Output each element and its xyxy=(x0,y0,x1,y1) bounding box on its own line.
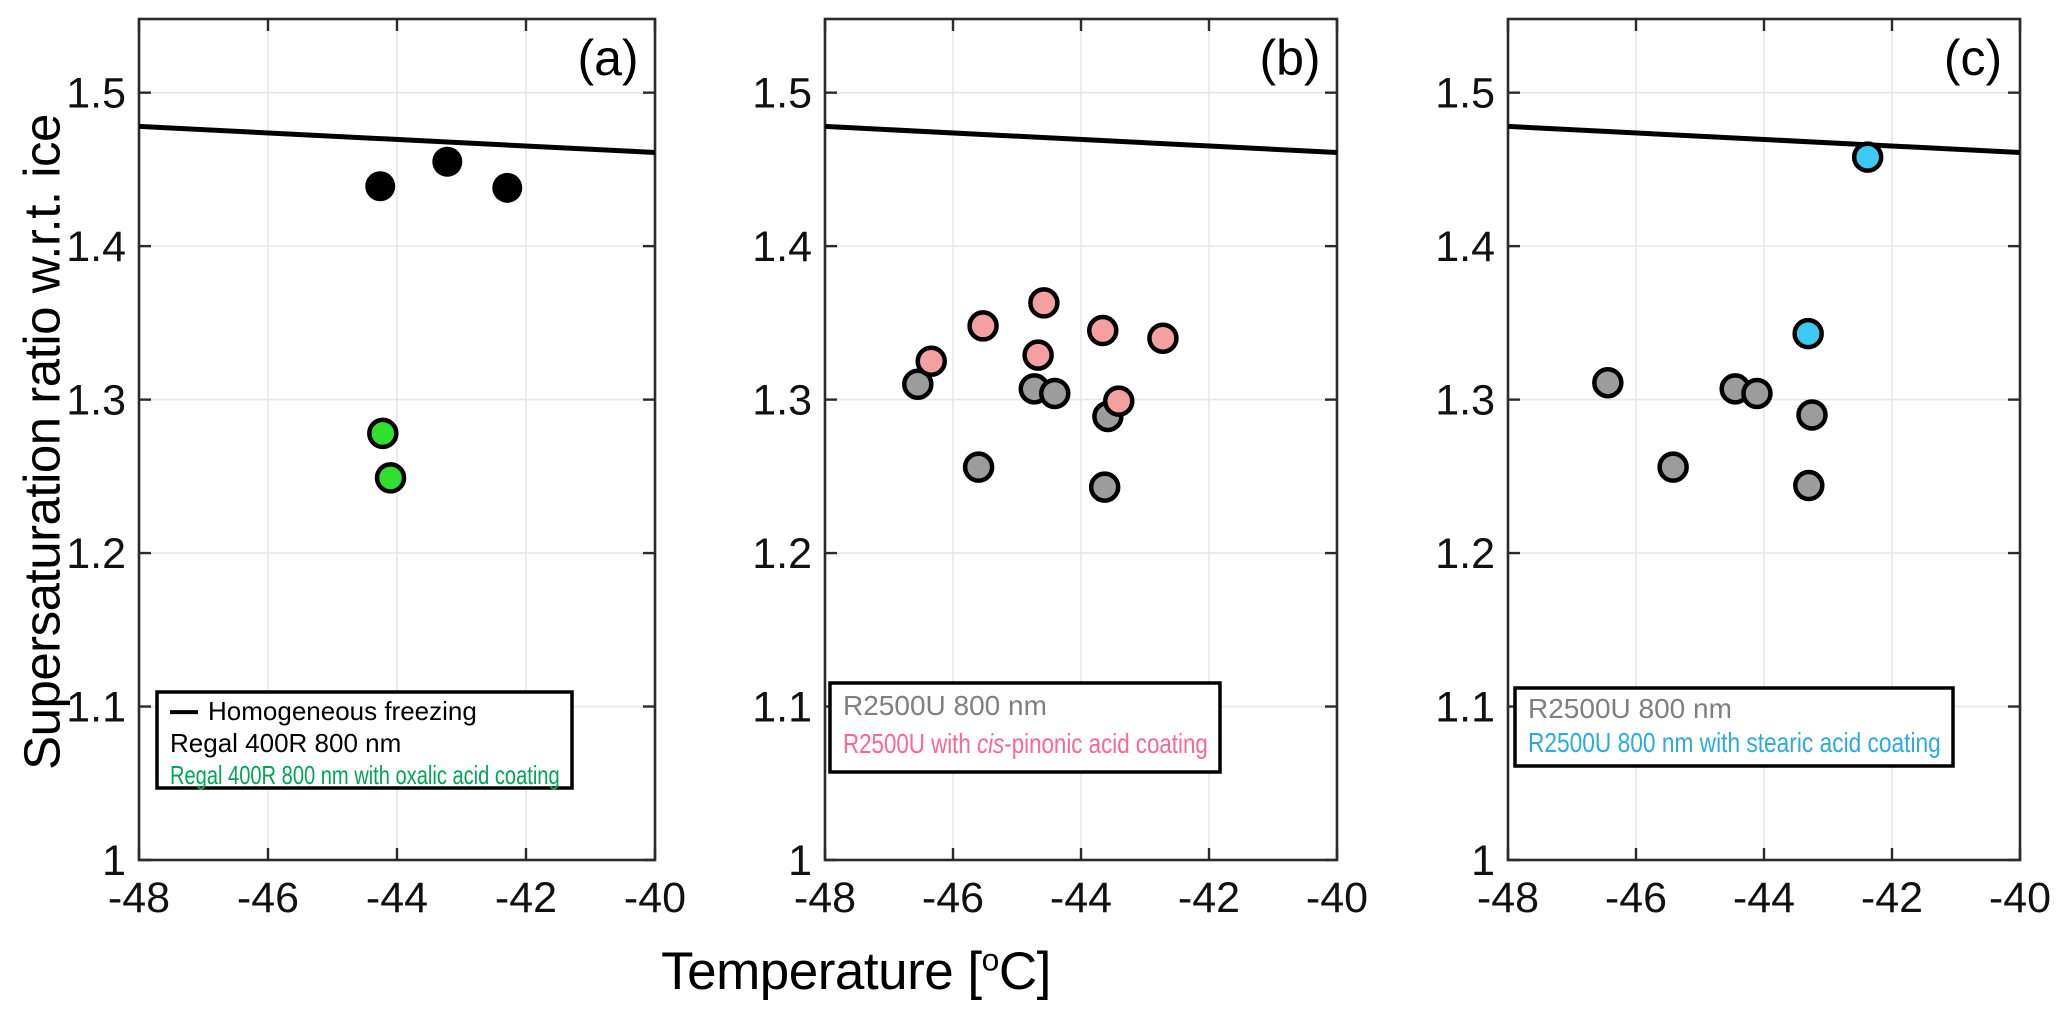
data-point xyxy=(1851,141,1884,173)
legend-box xyxy=(828,681,1222,774)
panel-letter: (a) xyxy=(577,30,638,86)
x-tick-label: -46 xyxy=(1605,874,1667,922)
axes-box xyxy=(823,17,1339,862)
data-point xyxy=(1088,471,1121,503)
data-point xyxy=(967,310,999,342)
x-tick-label: -44 xyxy=(1050,874,1112,922)
axes-box xyxy=(1506,17,2022,862)
x-tick-label: -42 xyxy=(495,874,557,922)
x-tick-label: -42 xyxy=(1178,874,1240,922)
x-tick-label: -46 xyxy=(237,874,299,922)
homogeneous-freezing-line xyxy=(138,123,656,156)
panel-b: -48 -46 -44 -42 -40 1 1.1 1.2 1.3 1.4 1.5 (b) R2500U… xyxy=(752,17,1368,922)
degree-superscript: o xyxy=(981,941,1000,978)
x-axis-label-unit: C] xyxy=(998,942,1052,1001)
x-tick-label: -44 xyxy=(366,874,428,922)
data-point xyxy=(374,462,407,494)
y-tick-label: 1.5 xyxy=(66,70,126,118)
x-tick-label: -40 xyxy=(1989,874,2051,922)
y-tick-label: 1 xyxy=(1471,837,1495,885)
x-tick-label: -42 xyxy=(1861,874,1923,922)
y-axis-label: Supersaturation ratio w.r.t. ice xyxy=(13,114,71,770)
y-tick-label: 1.2 xyxy=(752,530,812,578)
y-tick-label: 1.4 xyxy=(1435,223,1495,271)
y-tick-label: 1.3 xyxy=(1435,377,1495,425)
data-point xyxy=(1741,377,1773,410)
data-point xyxy=(1103,385,1135,417)
y-tick-label: 1.3 xyxy=(752,377,812,425)
data-point xyxy=(1022,339,1054,371)
data-point xyxy=(1147,322,1179,354)
data-point xyxy=(1028,287,1060,319)
y-tick-label: 1.2 xyxy=(66,530,126,578)
x-tick-label: -44 xyxy=(1733,874,1795,922)
data-point xyxy=(492,172,523,203)
y-tick-label: 1.3 xyxy=(66,377,126,425)
legend-entry: Homogeneous freezing xyxy=(208,696,477,726)
panel-letter: (b) xyxy=(1259,30,1320,86)
data-point xyxy=(432,146,463,177)
panel-a: -48 -46 -44 -42 -40 1 1.1 1.2 1.3 1.4 1.5 (a) Homoge… xyxy=(66,17,686,922)
legend-entry: R2500U 800 nm with stearic acid coating xyxy=(1528,728,1941,759)
y-tick-label: 1.1 xyxy=(752,684,812,732)
legend-entry: Regal 400R 800 nm xyxy=(170,728,401,758)
x-axis-label-text: Temperature [ xyxy=(661,942,982,1001)
data-point xyxy=(367,417,399,450)
y-tick-label: 1.5 xyxy=(1435,70,1495,118)
x-tick-label: -40 xyxy=(624,874,686,922)
homogeneous-freezing-line xyxy=(824,123,1338,156)
data-point xyxy=(1039,377,1071,410)
data-point xyxy=(962,451,995,483)
panel-letter: (c) xyxy=(1944,30,2002,86)
legend-box xyxy=(155,690,574,790)
legend-entry: Regal 400R 800 nm with oxalic acid coati… xyxy=(170,761,560,790)
x-tick-label: -48 xyxy=(1477,874,1539,922)
data-point xyxy=(1793,469,1825,502)
y-tick-label: 1.1 xyxy=(66,684,126,732)
x-axis-label: Temperature [oC] xyxy=(661,941,1051,1002)
data-point xyxy=(915,345,947,377)
data-point xyxy=(1796,399,1828,431)
legend-box xyxy=(1513,686,1955,768)
y-tick-label: 1.2 xyxy=(1435,530,1495,578)
data-point xyxy=(1792,317,1824,350)
y-tick-label: 1.1 xyxy=(1435,684,1495,732)
homogeneous-freezing-line xyxy=(1507,123,2021,156)
legend-entry: R2500U with cis-pinonic acid coating xyxy=(843,728,1208,759)
y-tick-label: 1.4 xyxy=(752,223,812,271)
x-tick-label: -40 xyxy=(1306,874,1368,922)
axes-box xyxy=(137,17,657,862)
y-tick-label: 1 xyxy=(102,837,126,885)
data-point xyxy=(1657,451,1689,483)
data-point xyxy=(1087,314,1119,347)
legend-entry: R2500U 800 nm xyxy=(843,690,1047,721)
x-tick-label: -46 xyxy=(922,874,984,922)
data-point xyxy=(365,171,396,202)
panel-c: -48 -46 -44 -42 -40 1 1.1 1.2 1.3 1.4 1.5 (c) R2500U… xyxy=(1435,17,2051,922)
y-tick-label: 1 xyxy=(788,837,812,885)
legend-entry: R2500U 800 nm xyxy=(1528,693,1732,724)
x-tick-label: -48 xyxy=(108,874,170,922)
data-point xyxy=(1592,366,1624,399)
y-tick-label: 1.4 xyxy=(66,223,126,271)
x-tick-label: -48 xyxy=(794,874,856,922)
data-point xyxy=(902,368,934,401)
y-tick-label: 1.5 xyxy=(752,70,812,118)
